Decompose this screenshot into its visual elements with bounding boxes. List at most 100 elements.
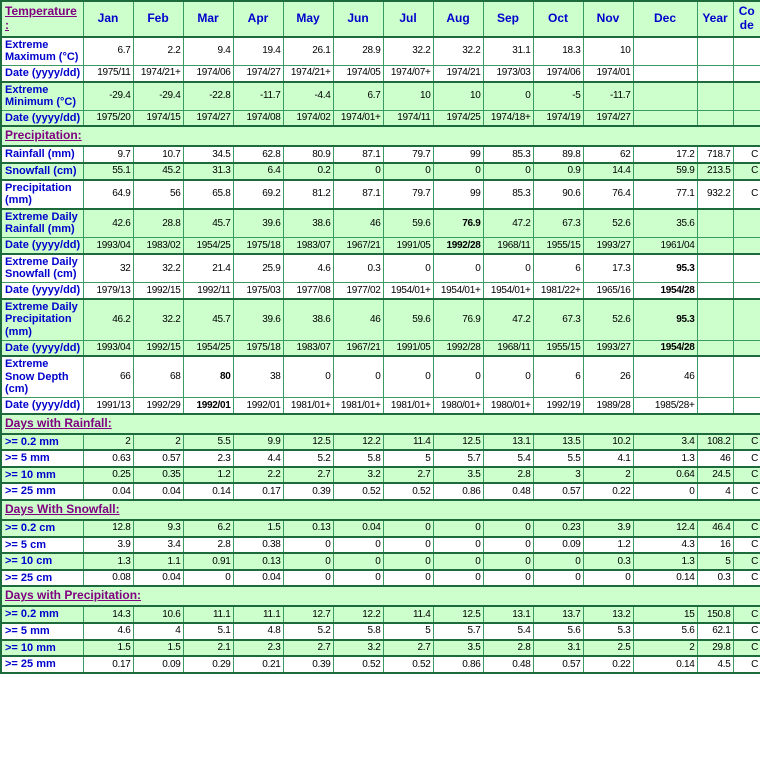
column-header-jan: Jan xyxy=(82,0,134,38)
data-cell: 45.7 xyxy=(182,297,234,341)
data-cell xyxy=(696,64,734,83)
data-cell: 29.8 xyxy=(696,638,734,657)
data-cell: 1979/13 xyxy=(82,281,134,300)
data-cell: 0 xyxy=(482,518,534,538)
data-cell: 32.2 xyxy=(132,297,184,341)
data-cell: 1.2 xyxy=(182,465,234,484)
data-cell: 2 xyxy=(82,432,134,451)
data-cell: 1968/11 xyxy=(482,339,534,357)
data-cell: 0 xyxy=(382,552,434,571)
column-header-dec: Dec xyxy=(632,0,698,38)
data-cell: 0.3 xyxy=(582,552,634,571)
data-cell: 1981/22+ xyxy=(532,281,584,300)
data-cell: 0.04 xyxy=(332,518,384,538)
table-header: Temperature: Jan Feb Mar Apr May Jun Jul… xyxy=(0,0,760,38)
row-label: >= 5 mm xyxy=(0,449,84,468)
data-cell: 12.2 xyxy=(332,605,384,624)
data-cell: 0.86 xyxy=(432,482,484,501)
section-link-precipitation[interactable]: Precipitation: xyxy=(5,128,82,143)
data-cell: 1.5 xyxy=(232,518,284,538)
data-cell: 1.5 xyxy=(132,638,184,657)
data-cell: 4 xyxy=(696,482,734,501)
data-cell: 0.14 xyxy=(632,655,698,674)
data-cell xyxy=(732,355,760,399)
data-cell xyxy=(632,109,698,127)
data-cell: 1974/02 xyxy=(282,109,334,127)
data-cell: 5.7 xyxy=(432,621,484,641)
data-cell: 1975/11 xyxy=(82,64,134,83)
data-cell: 28.9 xyxy=(332,35,384,66)
data-cell: 2 xyxy=(132,432,184,451)
data-cell: 1.2 xyxy=(582,535,634,554)
data-cell: 1974/06 xyxy=(532,64,584,83)
data-cell: 9.9 xyxy=(232,432,284,451)
data-cell: 1974/05 xyxy=(332,64,384,83)
section-header-cell: Days with Rainfall: xyxy=(0,412,760,435)
table-row: >= 10 cm 1.3 1.1 0.91 0.13 0 0 0 0 0 0 0.3 1.3 5 C xyxy=(0,552,760,571)
table-row: Date (yyyy/dd) 1975/11 1974/21+ 1974/06 1974… xyxy=(0,64,760,83)
data-cell: 0.09 xyxy=(132,655,184,674)
data-cell: 0 xyxy=(382,535,434,554)
data-cell: 1967/21 xyxy=(332,339,384,357)
section-link-days-with-rainfall[interactable]: Days with Rainfall: xyxy=(5,415,112,430)
data-cell: 4.5 xyxy=(696,655,734,674)
data-cell: 0.63 xyxy=(82,449,134,468)
data-cell: 1992/01 xyxy=(182,397,234,415)
column-header-row: Temperature: Jan Feb Mar Apr May Jun Jul… xyxy=(0,0,760,38)
data-cell: 4.6 xyxy=(82,621,134,641)
data-cell: 6.7 xyxy=(332,80,384,111)
section-header-cell: Days With Snowfall: xyxy=(0,499,760,521)
table-row: >= 25 cm 0.08 0.04 0 0.04 0 0 0 0 0 0 0 0.14 0.3 C xyxy=(0,568,760,587)
data-cell: 1955/15 xyxy=(532,237,584,255)
row-label: Date (yyyy/dd) xyxy=(0,281,84,300)
corner-cell: Temperature: xyxy=(0,0,84,38)
data-cell: 35.6 xyxy=(632,207,698,239)
data-cell: 0.13 xyxy=(282,518,334,538)
data-cell: 15 xyxy=(632,605,698,624)
data-cell: 1974/27 xyxy=(232,64,284,83)
data-cell: 12.5 xyxy=(282,432,334,451)
row-label: >= 0.2 cm xyxy=(0,518,84,538)
data-cell: 5 xyxy=(696,552,734,571)
section-link-days-with-snowfall[interactable]: Days With Snowfall: xyxy=(5,502,120,517)
data-cell: 1991/05 xyxy=(382,339,434,357)
data-cell: 0.23 xyxy=(532,518,584,538)
data-cell: 0.22 xyxy=(582,655,634,674)
temperature-section-link[interactable]: Temperature: xyxy=(5,4,77,32)
data-cell: 0 xyxy=(382,355,434,399)
data-cell: 1983/07 xyxy=(282,237,334,255)
row-label: Date (yyyy/dd) xyxy=(0,64,84,83)
data-cell xyxy=(732,109,760,127)
data-cell: 1992/28 xyxy=(432,339,484,357)
data-cell: 46 xyxy=(632,355,698,399)
table-row: >= 10 mm 1.5 1.5 2.1 2.3 2.7 3.2 2.7 3.5 2.8 3.1 2.… xyxy=(0,638,760,657)
data-cell: 32.2 xyxy=(432,35,484,66)
data-cell: 0 xyxy=(182,568,234,587)
table-row: >= 5 cm 3.9 3.4 2.8 0.38 0 0 0 0 0 0.09 1.2 4.3 16 C xyxy=(0,535,760,554)
data-cell: 76.4 xyxy=(582,178,634,210)
data-cell: 0 xyxy=(332,355,384,399)
data-cell: 108.2 xyxy=(696,432,734,451)
data-cell: 0 xyxy=(282,568,334,587)
data-cell: 0.91 xyxy=(182,552,234,571)
data-cell: 5.2 xyxy=(282,621,334,641)
section-header-row-precipitation: Precipitation: xyxy=(0,125,760,148)
data-cell: 0.22 xyxy=(582,482,634,501)
data-cell: 2.2 xyxy=(232,465,284,484)
data-cell: 718.7 xyxy=(696,145,734,164)
data-cell: 0.04 xyxy=(132,482,184,501)
data-cell: 3.2 xyxy=(332,638,384,657)
data-cell: 34.5 xyxy=(182,145,234,164)
data-cell: 95.3 xyxy=(632,252,698,283)
data-cell: 19.4 xyxy=(232,35,284,66)
data-cell: 46.2 xyxy=(82,297,134,341)
data-cell: 4.8 xyxy=(232,621,284,641)
data-cell: 3.2 xyxy=(332,465,384,484)
row-label: >= 10 cm xyxy=(0,552,84,571)
data-cell: 12.5 xyxy=(432,605,484,624)
data-cell: 87.1 xyxy=(332,145,384,164)
data-cell: 5.1 xyxy=(182,621,234,641)
data-cell: 52.6 xyxy=(582,297,634,341)
section-link-days-with-precipitation[interactable]: Days with Precipitation: xyxy=(5,588,142,603)
data-cell: 0 xyxy=(432,568,484,587)
